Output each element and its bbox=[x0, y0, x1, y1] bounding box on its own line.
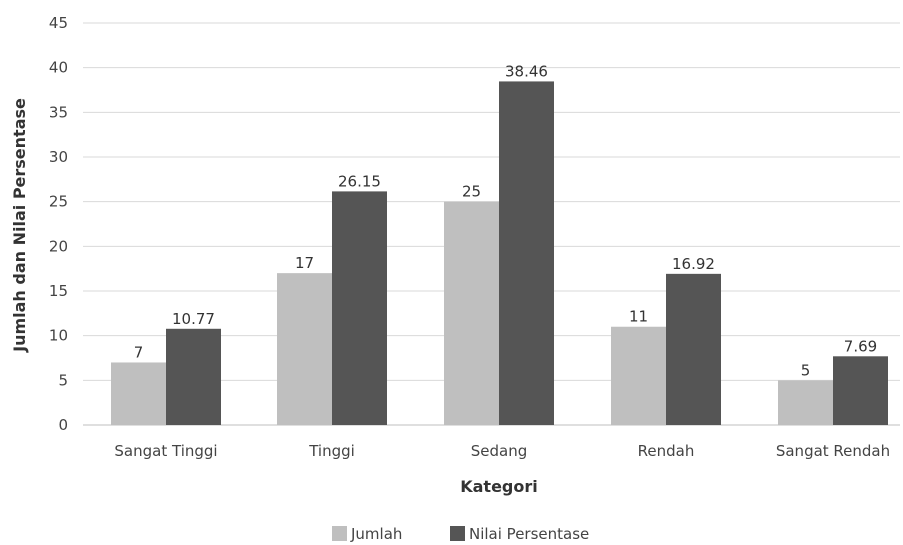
x-axis-ticks: Sangat Tinggi Tinggi Sedang Rendah Sangat Re… bbox=[114, 442, 890, 460]
bar-nilai-persentase bbox=[499, 81, 554, 425]
y-tick-label: 45 bbox=[49, 14, 68, 32]
bar-nilai-persentase bbox=[666, 273, 721, 425]
data-label: 7.69 bbox=[844, 337, 877, 355]
bar-nilai-persentase bbox=[833, 356, 888, 425]
bar-jumlah bbox=[111, 362, 166, 425]
x-axis-title: Kategori bbox=[460, 477, 538, 496]
legend-label: Nilai Persentase bbox=[469, 525, 589, 543]
data-label: 17 bbox=[295, 254, 314, 272]
y-tick-label: 35 bbox=[49, 103, 68, 121]
x-tick-label: Rendah bbox=[638, 442, 695, 460]
legend-swatch bbox=[450, 526, 465, 541]
x-tick-label: Sangat Tinggi bbox=[114, 442, 217, 460]
y-tick-label: 20 bbox=[49, 237, 68, 255]
y-tick-label: 25 bbox=[49, 193, 68, 211]
data-label: 7 bbox=[134, 343, 144, 361]
y-tick-label: 0 bbox=[58, 416, 68, 434]
data-label: 26.15 bbox=[338, 172, 381, 190]
data-label: 11 bbox=[629, 308, 648, 326]
bar-jumlah bbox=[444, 201, 499, 425]
data-labels: 7 10.77 17 26.15 25 38.46 11 16.92 5 7.69 bbox=[134, 62, 877, 379]
y-axis-ticks: 0 5 10 15 20 25 30 35 40 45 bbox=[49, 14, 68, 434]
bar-jumlah bbox=[277, 273, 332, 425]
legend-swatch bbox=[332, 526, 347, 541]
y-tick-label: 5 bbox=[58, 371, 68, 389]
data-label: 16.92 bbox=[672, 255, 715, 273]
bar-nilai-persentase bbox=[332, 191, 387, 425]
data-label: 10.77 bbox=[172, 310, 215, 328]
x-tick-label: Sangat Rendah bbox=[776, 442, 890, 460]
x-tick-label: Tinggi bbox=[308, 442, 355, 460]
bar-jumlah bbox=[778, 380, 833, 425]
bar-jumlah bbox=[611, 326, 666, 425]
bar-nilai-persentase bbox=[166, 328, 221, 425]
data-label: 38.46 bbox=[505, 62, 548, 80]
bars bbox=[111, 81, 888, 425]
y-tick-label: 15 bbox=[49, 282, 68, 300]
y-tick-label: 10 bbox=[49, 327, 68, 345]
x-tick-label: Sedang bbox=[471, 442, 528, 460]
legend: Jumlah Nilai Persentase bbox=[332, 525, 589, 543]
legend-label: Jumlah bbox=[350, 525, 402, 543]
y-tick-label: 30 bbox=[49, 148, 68, 166]
y-tick-label: 40 bbox=[49, 59, 68, 77]
data-label: 5 bbox=[801, 361, 811, 379]
data-label: 25 bbox=[462, 183, 481, 201]
y-axis-title: Jumlah dan Nilai Persentase bbox=[10, 98, 29, 353]
